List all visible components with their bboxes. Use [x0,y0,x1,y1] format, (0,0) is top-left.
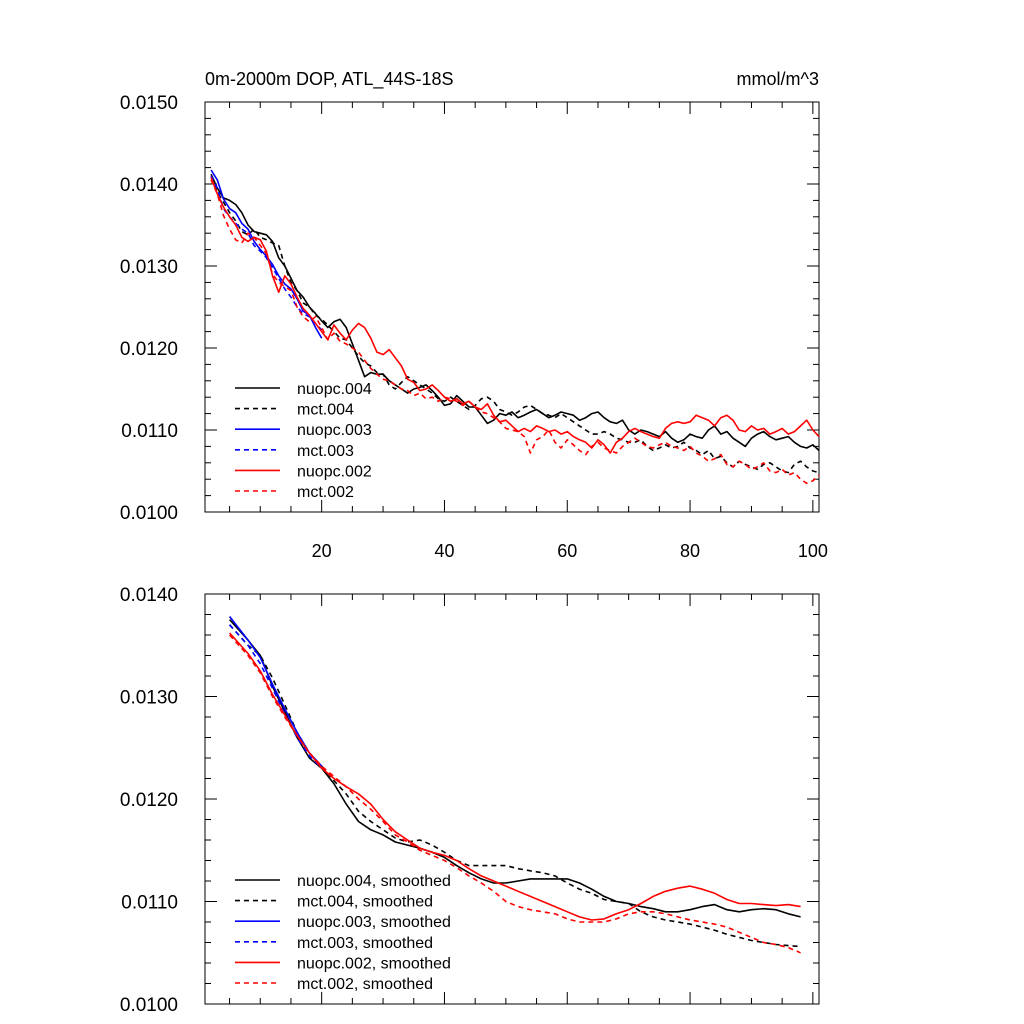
y-tick-label: 0.0140 [120,175,178,196]
y-tick-label: 0.0100 [120,995,178,1016]
y-tick-label: 0.0110 [121,893,178,914]
legend-label: nuopc.003, smoothed [297,914,451,931]
y-tick-label: 0.0120 [120,790,178,811]
legend-label: nuopc.002 [297,463,372,480]
top-chart-units: mmol/m^3 [737,69,819,89]
y-tick-label: 0.0120 [120,339,178,360]
legend-label: nuopc.004, smoothed [297,873,451,890]
y-tick-label: 0.0100 [120,503,178,524]
legend-label: nuopc.004 [297,381,372,398]
y-tick-label: 0.0130 [120,257,178,278]
top-series-lines [210,169,820,485]
bottom-legend: nuopc.004, smoothed mct.004, smoothed nuop… [235,873,451,993]
legend-label: mct.002 [297,484,354,501]
series-line-mct-003-smoothed [229,624,323,769]
bottom-ticks [205,593,819,1005]
legend-label: mct.003, smoothed [297,935,433,952]
x-tick-label: 60 [557,541,577,561]
y-tick-label: 0.0130 [120,688,178,709]
legend-label: mct.004, smoothed [297,894,433,911]
top-tick-labels: 20 40 60 80 100 0.0100 0.0110 0.0120 0.0130 0.014… [120,93,828,561]
legend-label: mct.004 [297,402,354,419]
series-line-mct-002-smoothed [229,634,801,954]
legend-label: mct.003 [297,443,354,460]
y-tick-label: 0.0140 [120,585,178,606]
legend-label: nuopc.002, smoothed [297,955,451,972]
top-legend: nuopc.004 mct.004 nuopc.003 mct.003 nuopc.00… [235,381,372,501]
x-tick-label: 20 [312,541,332,561]
series-line-nuopc-003 [210,169,323,339]
bottom-series-lines [228,616,801,954]
x-tick-label: 80 [680,541,700,561]
legend-label: mct.002, smoothed [297,976,433,993]
x-tick-label: 100 [798,541,828,561]
y-tick-label: 0.0150 [120,93,178,114]
top-chart-title: 0m-2000m DOP, ATL_44S-18S [205,69,453,90]
top-ticks [205,101,819,513]
series-line-mct-004 [210,177,820,474]
series-line-nuopc-004-smoothed [229,619,801,918]
series-line-nuopc-002-smoothed [229,632,801,921]
bottom-tick-labels: 0.0100 0.0110 0.0120 0.0130 0.0140 [120,585,178,1016]
top-chart-panel: 0m-2000m DOP, ATL_44S-18S mmol/m^3 20 40 6… [120,69,828,561]
y-tick-label: 0.0110 [121,421,178,442]
legend-label: nuopc.003 [297,422,372,439]
x-tick-label: 40 [434,541,454,561]
series-line-nuopc-003-smoothed [228,616,323,767]
top-plot-frame [204,101,820,513]
bottom-chart-panel: 0.0100 0.0110 0.0120 0.0130 0.0140 nuopc.004… [120,585,820,1016]
series-line-mct-002 [210,179,820,485]
